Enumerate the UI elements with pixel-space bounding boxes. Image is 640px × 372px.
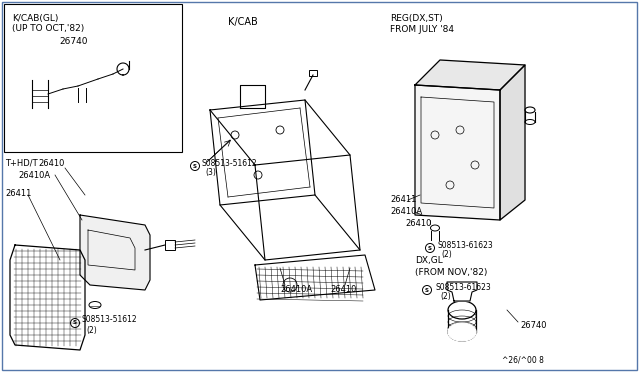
- Text: S08513-61623: S08513-61623: [437, 241, 493, 250]
- Text: S: S: [73, 321, 77, 326]
- Polygon shape: [447, 282, 477, 301]
- Polygon shape: [80, 215, 150, 290]
- Text: REG(DX,ST): REG(DX,ST): [390, 13, 443, 22]
- Text: S: S: [428, 246, 432, 250]
- Text: 26410A: 26410A: [280, 285, 312, 295]
- Bar: [4, 4, 182, 152]
- Polygon shape: [10, 245, 85, 350]
- Text: 26411: 26411: [5, 189, 31, 198]
- Text: (2): (2): [440, 292, 451, 301]
- Text: 26740: 26740: [59, 36, 88, 45]
- Text: T+HD/T: T+HD/T: [5, 158, 38, 167]
- Text: K/CAB(GL): K/CAB(GL): [12, 13, 58, 22]
- Bar: [165, 240, 175, 250]
- Text: 26411: 26411: [390, 196, 417, 205]
- Polygon shape: [415, 60, 525, 90]
- Text: (2): (2): [86, 326, 97, 334]
- Text: 26410A: 26410A: [390, 208, 422, 217]
- Text: (UP TO OCT,'82): (UP TO OCT,'82): [12, 25, 84, 33]
- Text: 26740: 26740: [520, 321, 547, 330]
- Ellipse shape: [448, 323, 476, 341]
- Text: 26410: 26410: [38, 158, 65, 167]
- Polygon shape: [500, 65, 525, 220]
- Text: DX,GL: DX,GL: [415, 256, 443, 264]
- Text: (2): (2): [441, 250, 452, 260]
- Text: ^26/^00 8: ^26/^00 8: [502, 356, 544, 365]
- Text: (3): (3): [205, 167, 216, 176]
- Text: (FROM NOV,'82): (FROM NOV,'82): [415, 267, 488, 276]
- Bar: [309, 70, 317, 76]
- Text: S08513-61623: S08513-61623: [435, 282, 491, 292]
- Polygon shape: [255, 255, 375, 300]
- Text: 26410: 26410: [405, 219, 431, 228]
- Text: 26410A: 26410A: [18, 170, 50, 180]
- Text: S08513-51612: S08513-51612: [201, 158, 257, 167]
- Text: 26410: 26410: [330, 285, 356, 295]
- Text: S08513-51612: S08513-51612: [82, 315, 138, 324]
- Text: S: S: [425, 288, 429, 292]
- Text: K/CAB: K/CAB: [228, 17, 258, 27]
- Text: FROM JULY '84: FROM JULY '84: [390, 26, 454, 35]
- Text: S: S: [193, 164, 197, 169]
- Polygon shape: [415, 85, 500, 220]
